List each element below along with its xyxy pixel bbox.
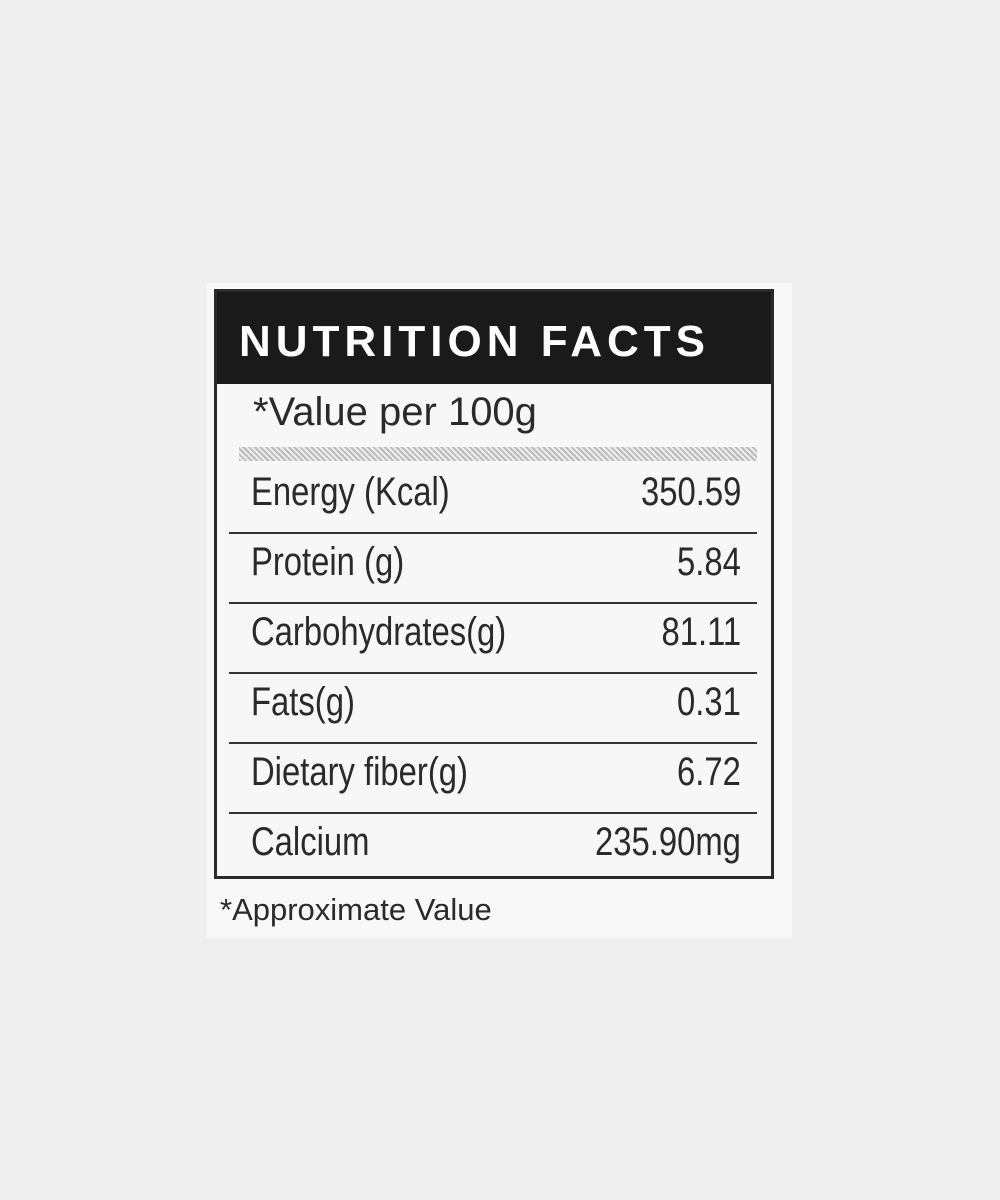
nutrient-name: Dietary fiber(g) — [251, 750, 468, 794]
nutrient-row: Protein (g) 5.84 — [229, 532, 757, 604]
nutrient-name: Calcium — [251, 820, 370, 864]
nutrient-name: Protein (g) — [251, 540, 405, 584]
nutrient-value: 350.59 — [640, 470, 741, 514]
nutrient-name: Fats(g) — [251, 680, 355, 724]
nutrient-row: Energy (Kcal) 350.59 — [229, 462, 757, 534]
nutrient-row: Fats(g) 0.31 — [229, 672, 757, 744]
nutrient-value: 235.90mg — [595, 820, 741, 864]
nutrient-value: 81.11 — [661, 610, 741, 654]
nutrient-row: Dietary fiber(g) 6.72 — [229, 742, 757, 814]
nutrient-value: 6.72 — [677, 750, 741, 794]
nutrient-row: Calcium 235.90mg — [229, 812, 757, 882]
nutrient-name: Carbohydrates(g) — [251, 610, 507, 654]
dotted-divider — [239, 447, 757, 461]
nutrient-row: Carbohydrates(g) 81.11 — [229, 602, 757, 674]
nutrient-name: Energy (Kcal) — [251, 470, 450, 514]
serving-note: *Value per 100g — [253, 390, 537, 434]
nutrition-facts-table: NUTRITION FACTS *Value per 100g Energy (… — [214, 289, 774, 879]
nutrient-value: 0.31 — [677, 680, 741, 724]
nutrition-title: NUTRITION FACTS — [217, 292, 771, 384]
footnote: *Approximate Value — [220, 892, 492, 927]
nutrient-value: 5.84 — [677, 540, 741, 584]
